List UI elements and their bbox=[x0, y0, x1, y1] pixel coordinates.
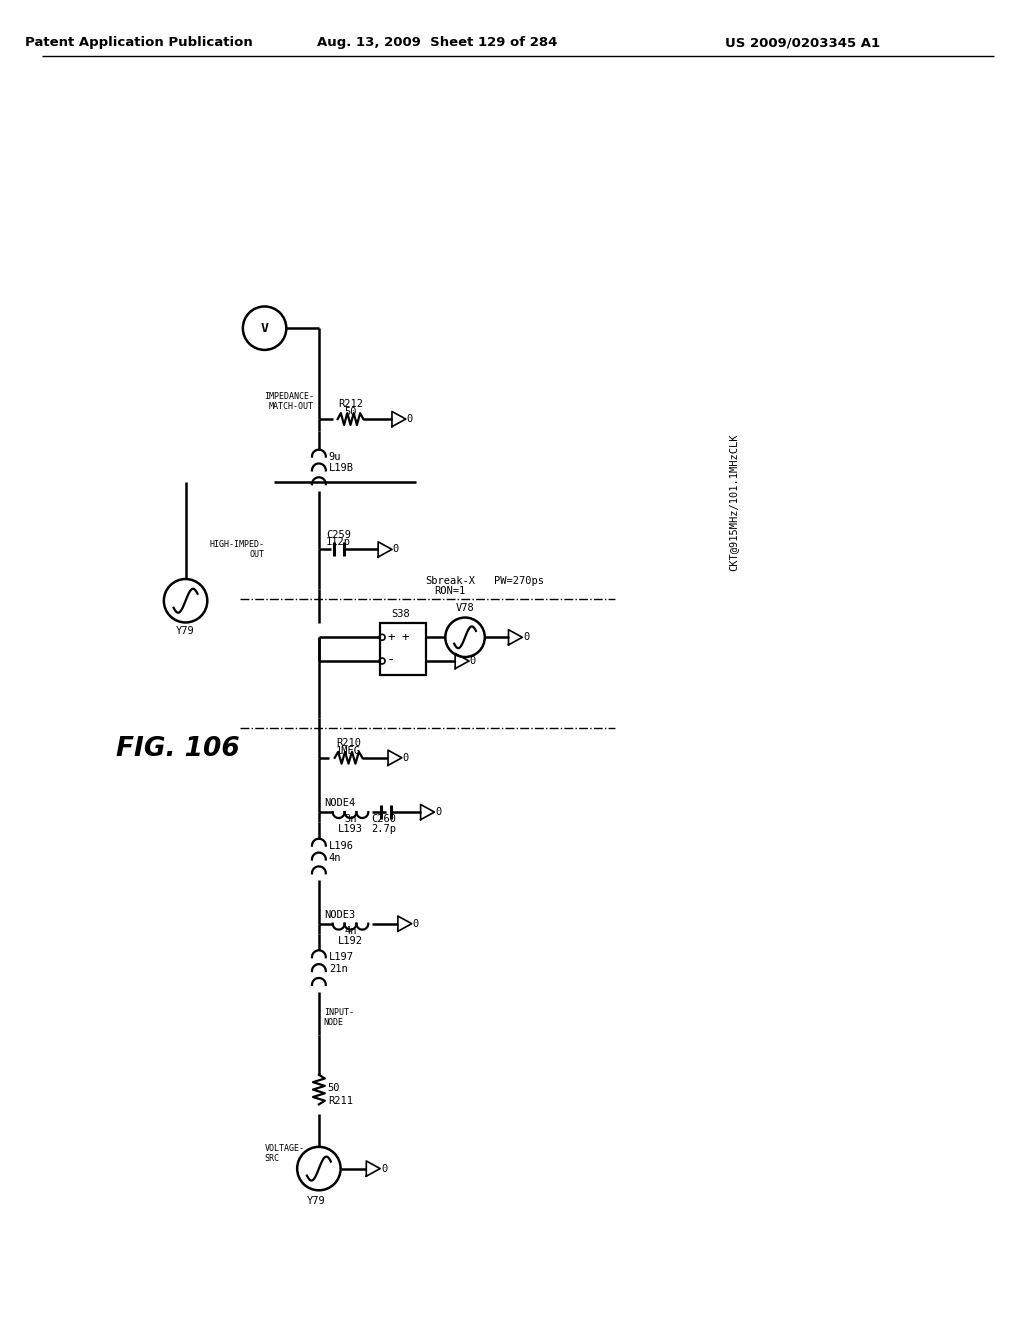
Text: FIG. 106: FIG. 106 bbox=[117, 735, 241, 762]
Text: 0: 0 bbox=[407, 414, 413, 424]
Text: 0: 0 bbox=[393, 544, 399, 554]
Text: VOLTAGE-
SRC: VOLTAGE- SRC bbox=[264, 1144, 304, 1163]
Text: 50: 50 bbox=[344, 407, 356, 417]
Text: 4n: 4n bbox=[344, 925, 356, 936]
Text: L196: L196 bbox=[329, 841, 353, 850]
Text: 9u: 9u bbox=[329, 451, 341, 462]
Text: Aug. 13, 2009  Sheet 129 of 284: Aug. 13, 2009 Sheet 129 of 284 bbox=[317, 36, 558, 49]
Text: R210: R210 bbox=[336, 738, 361, 748]
Text: NODE3: NODE3 bbox=[324, 909, 355, 920]
Text: +: + bbox=[387, 631, 394, 644]
Text: INPUT-
NODE: INPUT- NODE bbox=[324, 1008, 354, 1027]
Text: CKT@915MHz/101.1MHzCLK: CKT@915MHz/101.1MHzCLK bbox=[729, 433, 738, 570]
Text: 1MEG: 1MEG bbox=[336, 746, 361, 756]
Text: L193: L193 bbox=[338, 824, 362, 834]
Text: V78: V78 bbox=[456, 603, 474, 612]
Text: HIGH-IMPED-
OUT: HIGH-IMPED- OUT bbox=[210, 540, 264, 560]
Text: 0: 0 bbox=[523, 632, 529, 643]
Text: PW=270ps: PW=270ps bbox=[495, 576, 545, 586]
Text: NODE4: NODE4 bbox=[324, 799, 355, 808]
Text: R211: R211 bbox=[328, 1097, 353, 1106]
Text: Patent Application Publication: Patent Application Publication bbox=[26, 36, 253, 49]
Text: Sbreak-X: Sbreak-X bbox=[425, 576, 475, 586]
Text: -: - bbox=[387, 653, 395, 668]
Text: Y79: Y79 bbox=[306, 1196, 326, 1206]
Text: 4n: 4n bbox=[329, 853, 341, 862]
Text: +: + bbox=[401, 631, 409, 644]
Text: R212: R212 bbox=[338, 399, 362, 409]
Text: C259: C259 bbox=[327, 529, 351, 540]
Text: RON=1: RON=1 bbox=[434, 586, 466, 595]
Text: S38: S38 bbox=[391, 609, 411, 619]
Text: L192: L192 bbox=[338, 936, 362, 945]
Text: L197: L197 bbox=[329, 952, 353, 962]
Text: C260: C260 bbox=[372, 814, 396, 824]
Text: US 2009/0203345 A1: US 2009/0203345 A1 bbox=[725, 36, 881, 49]
Text: 0: 0 bbox=[435, 807, 441, 817]
Text: 0: 0 bbox=[413, 919, 419, 929]
Text: IMPEDANCE-
MATCH-OUT: IMPEDANCE- MATCH-OUT bbox=[264, 392, 314, 411]
Text: 3n: 3n bbox=[344, 814, 356, 824]
Text: Y79: Y79 bbox=[176, 627, 195, 636]
Text: 21n: 21n bbox=[329, 964, 347, 974]
Text: 0: 0 bbox=[381, 1164, 387, 1173]
Text: 2.7p: 2.7p bbox=[372, 824, 396, 834]
Text: V: V bbox=[260, 322, 268, 335]
Bar bbox=[380, 623, 426, 675]
Text: L19B: L19B bbox=[329, 463, 353, 474]
Text: 112p: 112p bbox=[327, 537, 351, 548]
Text: 0: 0 bbox=[470, 656, 476, 667]
Text: 0: 0 bbox=[402, 752, 409, 763]
Text: 50: 50 bbox=[328, 1082, 340, 1093]
